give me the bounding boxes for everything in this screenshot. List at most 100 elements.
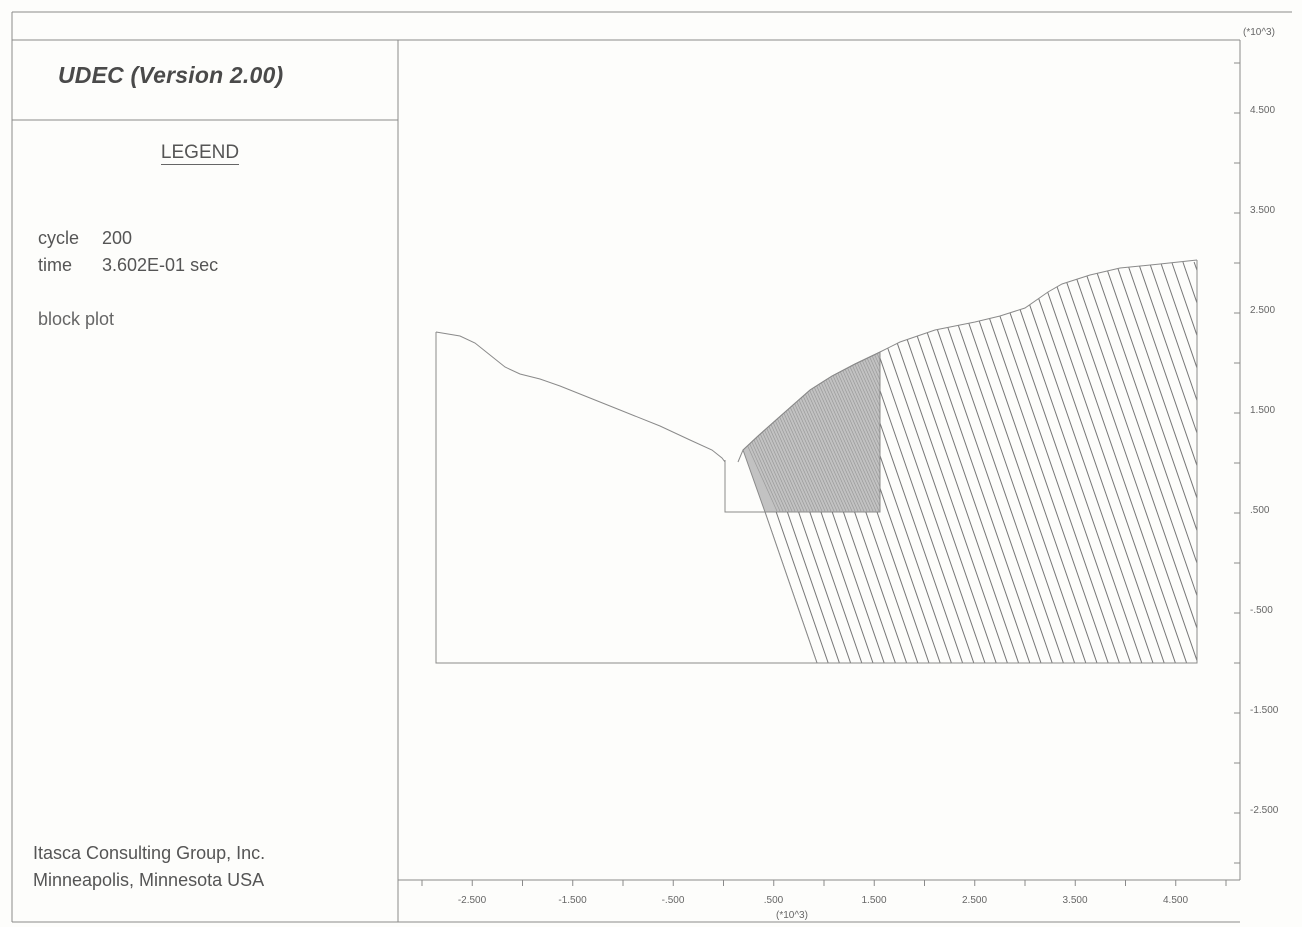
y-tick-label: -2.500 <box>1250 805 1279 816</box>
shade-line <box>858 352 880 512</box>
joint-line <box>1115 261 1197 663</box>
y-tick-label: 4.500 <box>1250 105 1275 116</box>
shade-line <box>831 352 880 512</box>
crest-surface <box>737 259 1198 463</box>
x-tick-label: -1.500 <box>558 895 587 906</box>
y-tick-label: .500 <box>1250 505 1270 516</box>
shade-line <box>928 340 1009 520</box>
y-tick-label: 3.500 <box>1250 205 1275 216</box>
joint-line <box>1048 261 1188 663</box>
time-value: 3.602E-01 sec <box>102 255 219 275</box>
shade-line <box>861 352 880 512</box>
joint-line <box>1137 261 1197 663</box>
y-tick-label: -.500 <box>1250 605 1273 616</box>
joint-line <box>868 261 1008 663</box>
joint-line <box>958 261 1098 663</box>
joint-line <box>969 261 1109 663</box>
x-tick-labels: -2.500 -1.500 -.500 .500 1.500 2.500 3.500 4.50… <box>458 895 1189 906</box>
shade-line <box>864 352 880 512</box>
company-name: Itasca Consulting Group, Inc. <box>33 843 266 863</box>
joint-line <box>1059 261 1197 663</box>
left-joint-boundary <box>764 511 818 664</box>
joint-line <box>1036 261 1176 663</box>
legend-cycle-row: cycle 200 <box>38 228 132 249</box>
joint-line <box>1070 261 1197 663</box>
x-tick-label: -.500 <box>662 895 685 906</box>
joint-line <box>947 261 1087 663</box>
company-info: Itasca Consulting Group, Inc. Minneapoli… <box>33 840 265 894</box>
shade-line <box>946 340 1027 520</box>
joint-line <box>1182 261 1197 663</box>
shade-line <box>855 352 880 512</box>
x-tick-label: 3.500 <box>1062 895 1087 906</box>
joint-line <box>1193 261 1197 663</box>
shade-line <box>895 340 976 520</box>
shade-line <box>846 352 880 512</box>
x-tick-label: 4.500 <box>1163 895 1188 906</box>
shade-line <box>834 352 880 512</box>
shade-line <box>876 352 880 512</box>
y-tick-label: 1.500 <box>1250 405 1275 416</box>
joint-line <box>1025 261 1165 663</box>
time-label: time <box>38 255 73 275</box>
cycle-value: 200 <box>102 228 133 248</box>
shade-line <box>883 340 964 520</box>
y-axis <box>1234 40 1241 880</box>
joint-line <box>924 261 1064 663</box>
joint-line <box>992 261 1132 663</box>
shade-line <box>901 340 982 520</box>
joint-line <box>1014 261 1154 663</box>
shade-line <box>743 352 809 512</box>
x-tick-label: 2.500 <box>962 895 987 906</box>
joint-line <box>936 261 1076 663</box>
frame-lines <box>11 11 1292 923</box>
x-tick-label: .500 <box>764 895 784 906</box>
joint-line <box>1092 261 1197 663</box>
shade-line <box>837 352 880 512</box>
joint-line <box>1171 261 1197 663</box>
joint-line <box>1148 261 1197 663</box>
joint-line <box>913 261 1053 663</box>
x-tick-label: -2.500 <box>458 895 487 906</box>
shade-line <box>873 352 880 512</box>
shade-line <box>843 352 880 512</box>
joint-line <box>891 261 1031 663</box>
shade-line <box>934 340 1015 520</box>
joint-line <box>1217 262 1302 663</box>
company-location: Minneapolis, Minnesota USA <box>33 870 265 890</box>
joint-line <box>980 261 1120 663</box>
shade-line <box>940 340 1021 520</box>
joint-line <box>880 261 1020 663</box>
shade-line <box>913 340 994 520</box>
y-tick-label: -1.500 <box>1250 705 1279 716</box>
shade-line <box>849 352 880 512</box>
shade-line <box>907 340 988 520</box>
shade-line <box>952 340 1033 520</box>
joint-line <box>1104 261 1197 663</box>
y-axis-multiplier: (*10^3) <box>1243 27 1275 38</box>
legend-heading-text: LEGEND <box>160 142 240 165</box>
joint-line <box>1160 261 1197 663</box>
x-axis-multiplier: (*10^3) <box>776 910 808 921</box>
shade-line <box>743 352 782 512</box>
legend-heading: LEGEND <box>0 142 400 165</box>
shade-line <box>840 352 880 512</box>
shade-line <box>922 340 1003 520</box>
excavation-opening <box>724 460 765 513</box>
y-tick-label: 2.500 <box>1250 305 1275 316</box>
plot-type-label: block plot <box>38 309 115 329</box>
joint-line <box>1126 261 1197 663</box>
shade-line <box>889 340 970 520</box>
y-tick-labels: 4.500 3.500 2.500 1.500 .500 -.500 -1.500 -2.50… <box>1250 105 1279 816</box>
joint-line <box>1081 261 1197 663</box>
model-geometry <box>435 259 1302 664</box>
joint-line <box>1205 262 1302 663</box>
legend-time-row: time 3.602E-01 sec <box>38 255 218 276</box>
shade-line <box>852 352 880 512</box>
joint-line <box>1003 261 1143 663</box>
joint-line <box>765 261 829 663</box>
shade-line <box>919 340 1000 520</box>
cycle-label: cycle <box>38 228 80 248</box>
x-tick-label: 1.500 <box>861 895 886 906</box>
